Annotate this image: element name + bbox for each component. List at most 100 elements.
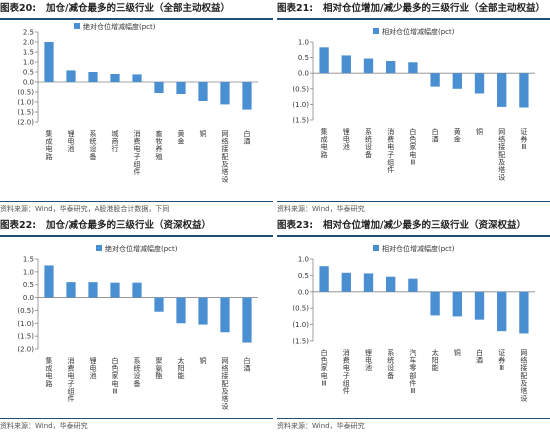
y-tick-label: 0.5 (298, 272, 309, 280)
x-tick-label: 消费电子组件 (134, 129, 141, 176)
y-tick-label: (0.5) (292, 305, 309, 313)
bar (132, 74, 142, 82)
panel-chart-20: 图表20: 加仓/减仓最多的三级行业（全部主动权益） 绝对仓位增减幅度(pct) 2… (0, 0, 273, 217)
x-tick-label: 太阳能 (432, 348, 439, 372)
bar (44, 42, 54, 82)
bar (363, 58, 374, 74)
bar (386, 276, 396, 292)
y-tick-label: (0.5) (17, 307, 34, 315)
chart-title: 图表22: 加仓/减仓最多的三级行业（资深权益） (0, 219, 273, 237)
bar (408, 62, 418, 74)
y-tick-label: (1.0) (17, 99, 34, 107)
bar (176, 82, 186, 94)
legend: 绝对仓位增减幅度(pct) (96, 244, 178, 253)
x-tick-label: 白色家电 Ⅲ (409, 127, 416, 166)
y-tick-label: (1.0) (17, 320, 34, 328)
bar (386, 61, 396, 74)
bar (154, 82, 164, 93)
bar (198, 297, 208, 325)
bar (66, 282, 76, 298)
y-tick-label: (2.0) (17, 119, 34, 127)
chart-title-text: 加仓/减仓最多的三级行业（资深权益） (46, 220, 212, 231)
y-tick-label: (0.5) (17, 89, 34, 97)
bar (497, 291, 507, 332)
x-tick-label: 网络接配及塔设 (498, 128, 505, 182)
legend-label: 相对仓位增减幅度(pct) (382, 244, 455, 253)
y-tick-label: 0.5 (298, 54, 309, 62)
legend-label: 绝对仓位增减幅度(pct) (83, 22, 156, 31)
x-tick-label: 铜 (200, 356, 207, 365)
bar (519, 73, 529, 108)
panel-chart-23: 图表23: 相对仓位增加/减少最多的三级行业（资深权益） 相对仓位增减幅度(pct… (277, 217, 550, 434)
legend: 相对仓位增减幅度(pct) (373, 27, 455, 36)
x-tick-label: 网络接配及塔设 (222, 130, 229, 184)
bar (88, 282, 98, 298)
x-tick-label: 网络接配及塔设 (520, 349, 527, 403)
x-tick-label: 证券 Ⅲ (498, 349, 505, 372)
y-tick-label: (1.5) (292, 338, 309, 346)
x-tick-label: 黄金 (178, 129, 185, 146)
x-tick-label: 聚氨酯 (156, 357, 163, 380)
x-tick-label: 集成电路 (46, 356, 53, 388)
x-tick-label: 白酒 (432, 127, 439, 144)
x-tick-label: 城商行 (112, 130, 119, 153)
bar (319, 47, 329, 74)
bar (430, 291, 440, 316)
chart-title: 图表23: 相对仓位增加/减少最多的三级行业（资深权益） (277, 219, 550, 237)
source-note: 资料来源：Wind，华泰研究 (277, 418, 550, 434)
bar (497, 73, 507, 107)
x-tick-label: 消费电子组件 (387, 127, 394, 174)
bar (110, 282, 120, 298)
x-tick-label: 白酒 (476, 348, 483, 365)
legend-label: 相对仓位增减幅度(pct) (382, 27, 455, 36)
y-tick-label: (0.5) (292, 85, 309, 93)
chart-title: 图表21: 相对仓位增加/减少最多的三级行业（全部主动权益） (277, 2, 550, 20)
bar (430, 73, 440, 87)
y-tick-label: (1.0) (292, 101, 309, 109)
x-tick-label: 证券 Ⅲ (520, 128, 527, 151)
y-tick-label: (1.5) (17, 109, 34, 117)
y-tick-label: 2.0 (23, 39, 34, 47)
y-tick-label: (1.5) (17, 333, 34, 341)
source-note: 资料来源：Wind，华泰研究 (277, 201, 550, 217)
y-tick-label: 0.0 (298, 70, 309, 78)
bar (363, 273, 374, 292)
chart-number: 图表20: (0, 3, 37, 14)
legend-label: 绝对仓位增减幅度(pct) (105, 244, 178, 253)
y-tick-label: 0.5 (23, 69, 34, 77)
bar-chart: 相对仓位增减幅度(pct) 1.0 0.5 0.0 (0.5) (1.0) (1.5) 白色家… (292, 244, 535, 403)
bar (132, 282, 142, 298)
x-tick-label: 系统设备 (90, 129, 97, 161)
bar (408, 278, 418, 292)
x-tick-label: 太阳能 (178, 356, 185, 380)
legend-swatch (373, 28, 379, 34)
x-tick-label: 系统设备 (387, 348, 394, 380)
bar (110, 74, 120, 82)
y-tick-label: 1.0 (298, 39, 309, 47)
bar (66, 70, 76, 82)
x-tick-label: 白酒 (244, 129, 251, 146)
bar (242, 297, 252, 343)
chart-title-text: 相对仓位增加/减少最多的三级行业（资深权益） (323, 220, 527, 231)
y-tick-label: 0.0 (23, 79, 34, 87)
bar (341, 272, 351, 292)
y-tick-label: 1.0 (298, 256, 309, 264)
x-tick-label: 铜 (200, 129, 207, 138)
bar (44, 265, 54, 298)
chart-number: 图表21: (277, 3, 314, 14)
x-tick-label: 黄金 (454, 127, 461, 144)
bar (519, 291, 529, 334)
legend: 绝对仓位增减幅度(pct) (74, 22, 156, 31)
source-note: 资料来源：Wind，华泰研究 (0, 418, 273, 434)
x-tick-label: 系统设备 (365, 127, 372, 159)
y-tick-label: 0.0 (298, 288, 309, 296)
bar (474, 291, 485, 320)
x-tick-label: 白色家电 Ⅲ (321, 348, 328, 387)
bar (88, 72, 98, 82)
x-tick-label: 锂电池 (343, 127, 350, 151)
bar (220, 82, 230, 105)
bar (242, 82, 252, 110)
y-tick-label: 1.0 (23, 268, 34, 276)
x-tick-label: 消费电子组件 (68, 356, 75, 403)
x-tick-label: 铜 (454, 348, 461, 357)
